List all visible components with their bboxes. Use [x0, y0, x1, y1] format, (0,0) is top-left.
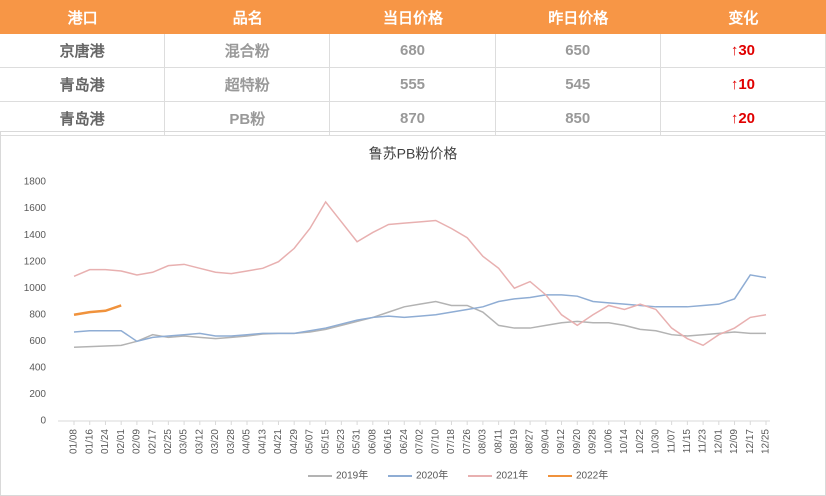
x-tick-label: 12/25: [761, 429, 772, 454]
x-tick-label: 12/09: [729, 429, 740, 454]
x-tick-label: 04/21: [273, 429, 284, 454]
legend-label: 2022年: [576, 469, 608, 482]
x-tick-label: 08/11: [493, 429, 504, 454]
y-tick-label: 1800: [24, 177, 47, 188]
table-cell: ↑30: [661, 34, 826, 67]
x-tick-label: 12/17: [745, 429, 756, 454]
table-cell: 850: [496, 102, 661, 135]
table-cell: 680: [330, 34, 496, 67]
chart: 鲁苏PB粉价格 0 200 400 600 800 1000 1200 1400 1600 180…: [0, 131, 826, 496]
y-tick-label: 1200: [24, 256, 47, 267]
x-tick-label: 02/01: [116, 429, 127, 454]
x-tick-label: 09/20: [572, 429, 583, 454]
x-tick-label: 10/14: [619, 429, 630, 454]
y-tick-label: 1400: [24, 230, 47, 241]
legend-label: 2019年: [336, 469, 368, 482]
y-tick-label: 800: [29, 309, 46, 320]
x-tick-label: 06/08: [367, 429, 378, 454]
legend-label: 2020年: [416, 469, 448, 482]
x-tick-label: 09/12: [556, 429, 567, 454]
x-tick-label: 06/24: [399, 429, 410, 454]
x-tick-label: 11/23: [698, 429, 709, 454]
y-tick-label: 400: [29, 363, 46, 374]
table-cell: 650: [496, 34, 661, 67]
x-tick-label: 02/09: [132, 429, 143, 454]
x-tick-label: 07/02: [415, 429, 426, 454]
x-tick-label: 07/10: [430, 429, 441, 454]
x-tick-label: 03/05: [179, 429, 190, 454]
x-tick-label: 03/12: [194, 429, 205, 454]
table-cell: ↑10: [661, 68, 826, 101]
x-tick-label: 08/19: [509, 429, 520, 454]
x-tick-label: 11/15: [682, 429, 693, 454]
header-cell: 当日价格: [383, 9, 444, 27]
series-line: [73, 300, 766, 349]
x-tick-label: 05/15: [320, 429, 331, 454]
x-tick-label: 05/07: [305, 429, 316, 454]
x-tick-label: 07/18: [446, 429, 457, 454]
x-tick-label: 05/23: [336, 429, 347, 454]
table-row: 青岛港 超特粉 555 545 ↑10: [0, 68, 826, 102]
y-tick-label: 1600: [24, 203, 47, 214]
table-row: 京唐港 混合粉 680 650 ↑30: [0, 34, 826, 68]
table-cell: 京唐港: [0, 34, 166, 67]
x-tick-label: 02/25: [163, 429, 174, 454]
x-tick-label: 09/04: [540, 429, 551, 454]
x-tick-label: 12/01: [713, 429, 724, 454]
header-cell: 港口: [67, 9, 98, 27]
x-tick-label: 02/17: [147, 429, 158, 454]
x-tick-label: 04/05: [242, 429, 253, 454]
x-tick-label: 03/28: [226, 429, 237, 454]
x-tick-label: 07/26: [462, 429, 473, 454]
x-tick-label: 11/07: [666, 429, 677, 454]
y-tick-label: 600: [29, 336, 46, 347]
table-cell: 545: [496, 68, 661, 101]
table-cell: 青岛港: [0, 68, 166, 101]
x-tick-label: 10/22: [635, 429, 646, 454]
table-cell: 555: [330, 68, 496, 101]
x-tick-label: 09/28: [588, 429, 599, 454]
y-tick-label: 200: [29, 389, 46, 400]
x-tick-label: 10/30: [651, 429, 662, 454]
price-table: 港口 品名 当日价格 昨日价格 变化 京唐港 混合粉 680 650 ↑30 青岛港 超特粉 555 54…: [0, 0, 826, 136]
x-tick-label: 08/27: [525, 429, 536, 454]
table-cell: 青岛港: [0, 102, 166, 135]
series-line: [73, 304, 122, 317]
y-tick-label: 1000: [24, 283, 47, 294]
series-line: [73, 274, 767, 343]
table-row: 青岛港 PB粉 870 850 ↑20: [0, 102, 826, 136]
table-cell: 混合粉: [165, 34, 331, 67]
header-cell: 昨日价格: [548, 9, 609, 27]
x-tick-label: 06/16: [383, 429, 394, 454]
header-row: 港口 品名 当日价格 昨日价格 变化: [0, 0, 826, 34]
table-cell: 超特粉: [165, 68, 331, 101]
x-tick-label: 03/20: [210, 429, 221, 454]
x-tick-label: 10/06: [603, 429, 614, 454]
y-tick-label: 0: [40, 416, 46, 427]
chart-title: 鲁苏PB粉价格: [369, 146, 458, 162]
x-tick-label: 01/08: [69, 429, 80, 454]
series-line: [73, 200, 767, 347]
x-tick-label: 04/29: [289, 429, 300, 454]
legend-label: 2021年: [496, 469, 528, 482]
table-cell: 870: [330, 102, 496, 135]
x-tick-label: 08/03: [478, 429, 489, 454]
header-cell: 品名: [232, 9, 263, 27]
x-tick-label: 05/31: [352, 429, 363, 454]
header-cell: 变化: [728, 9, 759, 27]
x-tick-label: 01/24: [100, 429, 111, 454]
table-cell: PB粉: [165, 102, 331, 135]
x-tick-label: 04/13: [257, 429, 268, 454]
x-tick-label: 01/16: [84, 429, 95, 454]
